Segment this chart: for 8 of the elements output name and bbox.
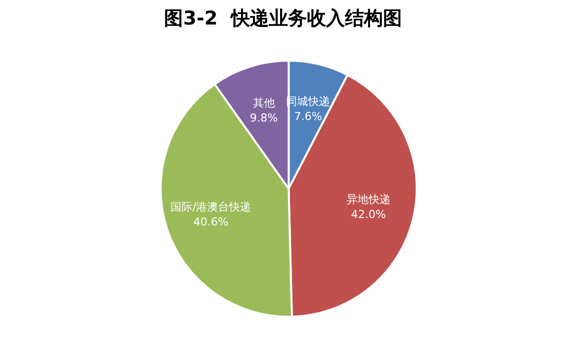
data-label: 42.0% <box>351 208 386 222</box>
data-label: 7.6% <box>294 110 322 124</box>
data-label: 40.6% <box>193 216 228 229</box>
chart-title: 图3-2 快递业务收入结构图 <box>164 8 402 30</box>
slice-label: 国际/港澳台快递 <box>170 200 252 214</box>
slice-label: 其他 <box>252 96 275 110</box>
slice-label: 异地快递 <box>346 193 391 206</box>
data-label: 9.8% <box>250 112 278 125</box>
